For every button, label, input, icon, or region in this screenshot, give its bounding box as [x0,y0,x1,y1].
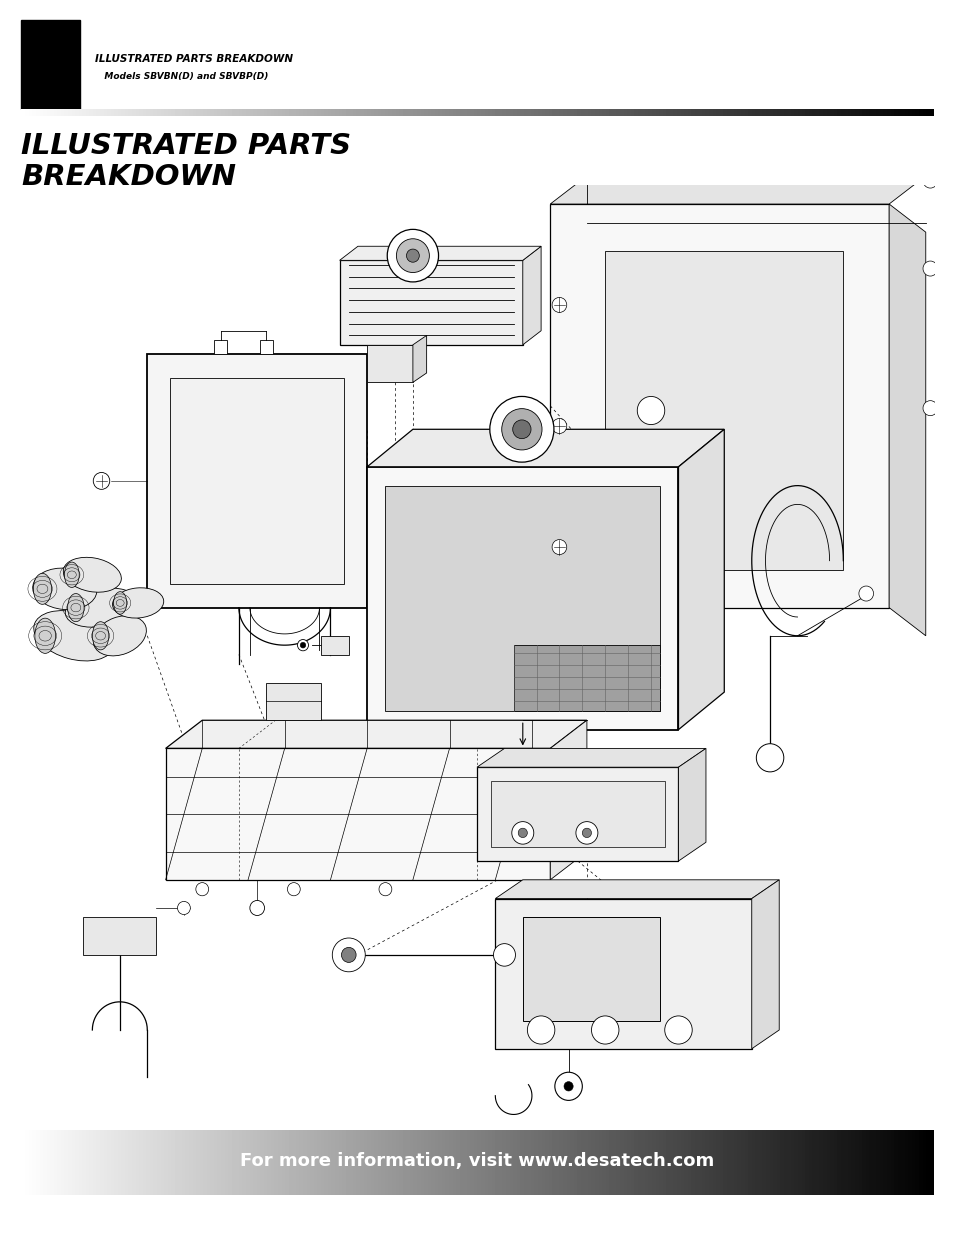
Polygon shape [367,430,723,467]
Polygon shape [888,204,924,636]
Ellipse shape [93,616,146,656]
Polygon shape [259,340,273,354]
Polygon shape [522,918,659,1020]
Ellipse shape [92,621,109,650]
Circle shape [493,944,515,966]
Polygon shape [490,782,664,847]
Polygon shape [550,204,888,608]
Polygon shape [166,720,586,748]
Polygon shape [321,636,349,655]
Circle shape [332,939,365,972]
Circle shape [501,409,541,450]
Ellipse shape [113,592,127,614]
Circle shape [576,821,598,845]
Bar [21,20,80,109]
Circle shape [341,947,355,962]
Circle shape [555,1072,581,1100]
Circle shape [297,640,308,651]
Circle shape [923,173,937,188]
Polygon shape [166,748,550,879]
Ellipse shape [63,557,121,593]
Circle shape [563,1082,573,1091]
Text: ILLUSTRATED PARTS BREAKDOWN: ILLUSTRATED PARTS BREAKDOWN [95,54,294,64]
Circle shape [756,743,783,772]
Polygon shape [266,683,321,720]
Circle shape [858,587,873,601]
Circle shape [300,642,305,648]
Circle shape [552,540,566,555]
Ellipse shape [68,594,84,621]
Polygon shape [550,720,586,879]
Text: BREAKDOWN: BREAKDOWN [21,163,235,190]
Circle shape [177,902,191,915]
Polygon shape [339,246,540,261]
Polygon shape [147,354,367,608]
Circle shape [527,1016,555,1044]
Text: Models SBVBN(D) and SBVBP(D): Models SBVBN(D) and SBVBP(D) [95,72,269,82]
Ellipse shape [65,562,79,588]
Polygon shape [385,485,659,711]
Polygon shape [678,748,705,861]
Circle shape [406,249,419,262]
Polygon shape [495,899,751,1049]
Polygon shape [213,340,227,354]
Text: For more information, visit www.desatech.com: For more information, visit www.desatech… [239,1152,714,1171]
Circle shape [93,473,110,489]
Circle shape [512,420,531,438]
Circle shape [378,883,392,895]
Ellipse shape [112,588,164,618]
Polygon shape [339,261,522,345]
Polygon shape [476,748,705,767]
Circle shape [591,1016,618,1044]
Polygon shape [513,645,659,711]
Circle shape [517,829,527,837]
Circle shape [387,230,438,282]
Polygon shape [170,378,344,584]
Circle shape [923,400,937,416]
Polygon shape [522,246,540,345]
Circle shape [581,829,591,837]
Polygon shape [476,767,678,861]
Circle shape [552,419,566,433]
Polygon shape [83,918,156,955]
Circle shape [511,821,534,845]
Circle shape [250,900,264,915]
Polygon shape [550,175,924,204]
Ellipse shape [33,610,114,661]
Polygon shape [604,251,842,571]
Polygon shape [367,345,413,383]
Circle shape [489,396,554,462]
Polygon shape [678,430,723,730]
Circle shape [287,883,300,895]
Ellipse shape [65,588,137,627]
Polygon shape [751,879,779,1049]
Ellipse shape [33,573,51,604]
Circle shape [396,238,429,273]
Circle shape [664,1016,692,1044]
Ellipse shape [32,568,97,610]
Text: ILLUSTRATED PARTS: ILLUSTRATED PARTS [21,132,351,159]
Circle shape [552,298,566,312]
Circle shape [195,883,209,895]
Ellipse shape [35,619,55,653]
Polygon shape [495,879,779,899]
Polygon shape [367,467,678,730]
Circle shape [637,396,664,425]
Circle shape [923,261,937,277]
Polygon shape [413,336,426,383]
